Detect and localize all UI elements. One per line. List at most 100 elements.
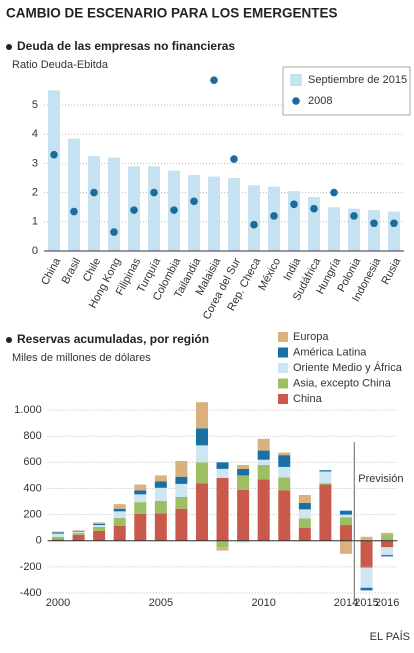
chart-title: Reservas acumuladas, por región (17, 332, 209, 346)
bar-segment (237, 489, 250, 541)
y-axis-label: Ratio Deuda-Ebitda (12, 59, 109, 71)
bar-segment (195, 402, 208, 429)
bar (88, 156, 100, 251)
source: EL PAÍS (370, 630, 410, 643)
bar-segment (298, 502, 311, 510)
bar-segment (195, 428, 208, 446)
y-tick-label: 0 (32, 245, 38, 257)
bar-segment (381, 555, 394, 557)
bar-segment (278, 477, 291, 491)
y-tick-label: 1 (32, 216, 38, 228)
bar (108, 157, 120, 251)
legend-swatch (278, 347, 288, 358)
y-tick-label: 200 (23, 509, 41, 521)
legend-box (282, 66, 411, 116)
bar-segment (339, 525, 352, 541)
dot (330, 188, 338, 197)
bar-segment (298, 495, 311, 503)
bar-segment (72, 532, 85, 535)
bar-segment (381, 540, 394, 548)
dot (310, 204, 318, 213)
y-axis-label: Miles de millones de dólares (12, 352, 151, 364)
bar-segment (195, 462, 208, 484)
bar-segment (93, 530, 106, 541)
y-tick-label: 3 (32, 157, 38, 169)
dot (50, 150, 58, 159)
bar-segment (216, 468, 229, 479)
bar-segment (154, 481, 167, 488)
dot (190, 197, 198, 206)
legend-label: América Latina (293, 346, 367, 358)
bar-segment (237, 468, 250, 476)
dot (150, 188, 158, 197)
bar-segment (298, 509, 311, 519)
y-tick-label: 1.000 (14, 404, 42, 416)
bar (388, 211, 400, 251)
bar-segment (298, 518, 311, 528)
bar-segment (278, 490, 291, 541)
bar-segment (319, 471, 332, 484)
dot (370, 219, 378, 228)
x-tick-label: 2005 (149, 597, 173, 609)
bar-segment (360, 566, 373, 569)
bar-segment (278, 466, 291, 478)
bar-segment (175, 496, 188, 509)
bar-segment (339, 540, 352, 554)
bar-segment (175, 508, 188, 541)
bar-segment (72, 530, 85, 531)
bar-segment (51, 533, 64, 537)
dot (110, 228, 118, 236)
bar-segment (175, 483, 188, 497)
x-tick-label: 2000 (46, 597, 70, 609)
bar-segment (360, 568, 373, 588)
dot (250, 220, 258, 229)
y-tick-label: 600 (23, 456, 41, 468)
bar-segment (381, 532, 394, 535)
bullet (6, 44, 12, 50)
bar-segment (51, 531, 64, 533)
dot (270, 212, 278, 220)
bar-segment (51, 539, 64, 541)
legend-swatch (278, 332, 288, 342)
bar-segment (134, 484, 147, 491)
bar-segment (381, 547, 394, 556)
bar (188, 175, 200, 251)
y-tick-label: -200 (20, 561, 42, 573)
legend-swatch (278, 363, 288, 373)
page-title: CAMBIO DE ESCENARIO PARA LOS EMERGENTES (6, 6, 338, 21)
bar-segment (257, 479, 270, 541)
bar-segment (216, 478, 229, 541)
bar-segment (319, 470, 332, 472)
bar-segment (195, 445, 208, 463)
y-tick-label: 800 (23, 430, 41, 442)
bar-segment (154, 475, 167, 482)
legend-label: Asia, excepto China (293, 377, 392, 389)
y-tick-label: 4 (32, 128, 38, 140)
legend-label: Septiembre de 2015 (308, 74, 407, 86)
dot (230, 155, 238, 163)
bar (228, 178, 240, 251)
bar-segment (257, 438, 270, 451)
bar-segment (134, 494, 147, 503)
dot (210, 76, 218, 84)
bullet (6, 337, 12, 343)
dot (350, 212, 358, 220)
x-tick-label: 2015 (354, 597, 378, 609)
bar-segment (175, 461, 188, 477)
bar (68, 138, 80, 251)
bar-segment (113, 517, 126, 526)
bar-segment (93, 527, 106, 531)
bar (328, 207, 340, 251)
bar-segment (195, 483, 208, 541)
bar-segment (360, 536, 373, 541)
legend-label: Europa (293, 331, 329, 343)
bar-segment (216, 547, 229, 551)
bar-segment (278, 455, 291, 467)
bar-segment (319, 484, 332, 541)
legend-swatch (278, 394, 288, 404)
bar-segment (360, 587, 373, 591)
bar-segment (72, 530, 85, 532)
dot (170, 206, 178, 214)
bar (348, 208, 360, 251)
